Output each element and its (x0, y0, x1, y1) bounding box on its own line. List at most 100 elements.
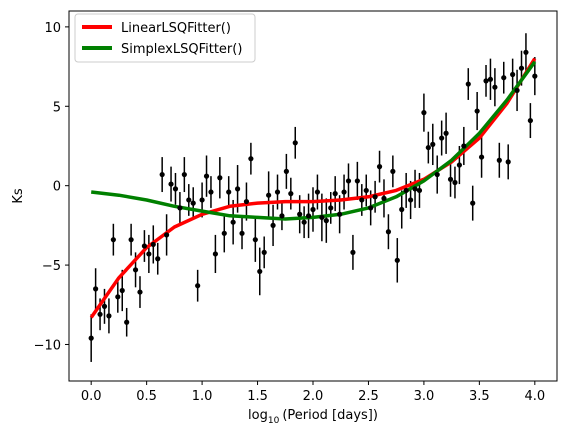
data-point (301, 219, 307, 225)
x-tick-label: 0.0 (81, 389, 102, 404)
data-point (217, 175, 223, 181)
data-point (487, 76, 494, 82)
x-axis-label-prefix: log (248, 408, 268, 423)
data-point (132, 267, 139, 273)
series-line-simplex (90, 60, 537, 221)
data-point (505, 159, 511, 165)
data-point (390, 168, 396, 174)
x-tick-label: 3.0 (414, 389, 435, 404)
x-tick-label: 1.5 (247, 389, 268, 404)
data-point (425, 144, 431, 151)
data-point (248, 156, 254, 162)
data-point (394, 257, 400, 263)
plot-area (88, 33, 538, 362)
data-point (181, 171, 187, 178)
data-point (447, 176, 454, 182)
data-point (266, 192, 272, 198)
data-point (252, 237, 258, 243)
data-point (195, 283, 201, 289)
data-point (421, 110, 427, 116)
data-point (110, 237, 116, 243)
data-point (514, 87, 520, 93)
legend: LinearLSQFitter() SimplexLSQFitter() (74, 13, 256, 63)
data-point (341, 189, 347, 195)
data-point (412, 186, 418, 192)
data-point (350, 249, 356, 255)
data-point (283, 168, 289, 174)
data-point (483, 78, 489, 84)
data-point (88, 335, 94, 341)
data-point (159, 171, 165, 178)
data-point (230, 219, 236, 225)
data-point (168, 181, 174, 187)
data-point (261, 249, 267, 255)
data-point (443, 130, 449, 136)
data-point (243, 198, 250, 205)
data-point (328, 205, 334, 211)
data-point (470, 200, 476, 206)
x-axis: 0.0 0.5 1.0 1.5 2.0 2.5 3.0 3.5 4.0 (81, 381, 545, 404)
x-tick-label: 3.5 (469, 389, 490, 404)
legend-label-linear: LinearLSQFitter() (121, 21, 231, 36)
y-axis: −10 −5 0 5 10 (34, 21, 69, 353)
data-point (461, 143, 467, 149)
y-tick-label: 0 (53, 180, 61, 195)
data-point (141, 243, 148, 249)
data-point (403, 187, 409, 194)
data-point (297, 211, 303, 217)
data-point (439, 135, 445, 141)
data-point (385, 229, 392, 235)
y-tick-label: −10 (34, 338, 61, 353)
data-point (523, 49, 529, 55)
data-point (430, 141, 436, 147)
data-point (354, 178, 360, 184)
data-point (456, 162, 462, 168)
data-point (221, 230, 227, 236)
data-point (314, 189, 321, 195)
x-tick-label: 4.0 (524, 389, 545, 404)
data-point (155, 256, 161, 262)
data-point (292, 140, 298, 146)
data-point (93, 286, 99, 292)
data-point (97, 311, 103, 317)
data-point (150, 241, 156, 248)
data-point (106, 313, 112, 319)
x-tick-label: 2.0 (303, 389, 324, 404)
data-point (208, 189, 214, 195)
data-point (124, 319, 130, 325)
legend-box (74, 13, 256, 63)
data-point (465, 81, 471, 87)
data-point (368, 205, 374, 211)
data-point (363, 187, 369, 194)
y-axis-label: Ks (11, 188, 26, 204)
data-point (496, 157, 502, 163)
data-point (399, 206, 405, 213)
y-tick-label: 10 (44, 21, 61, 36)
data-point (359, 197, 365, 203)
data-point (474, 108, 480, 114)
data-point (270, 222, 276, 228)
data-point (323, 218, 329, 224)
y-tick-label: 5 (53, 100, 61, 115)
data-point (274, 189, 281, 195)
data-point (372, 194, 378, 200)
data-point (532, 73, 538, 79)
data-point (190, 200, 196, 206)
data-point (332, 191, 338, 197)
data-point (186, 197, 192, 203)
data-point (434, 171, 440, 178)
data-point (452, 179, 458, 186)
x-tick-label: 1.0 (192, 389, 213, 404)
data-point (128, 237, 134, 243)
data-point (203, 173, 210, 179)
data-point (234, 186, 241, 192)
data-point (345, 178, 352, 184)
data-point (501, 75, 507, 81)
data-point (172, 186, 179, 192)
data-point (146, 251, 152, 257)
data-point (115, 294, 121, 300)
data-point (416, 187, 423, 194)
data-point (510, 71, 516, 78)
x-tick-label: 2.5 (358, 389, 379, 404)
data-point (212, 251, 218, 257)
